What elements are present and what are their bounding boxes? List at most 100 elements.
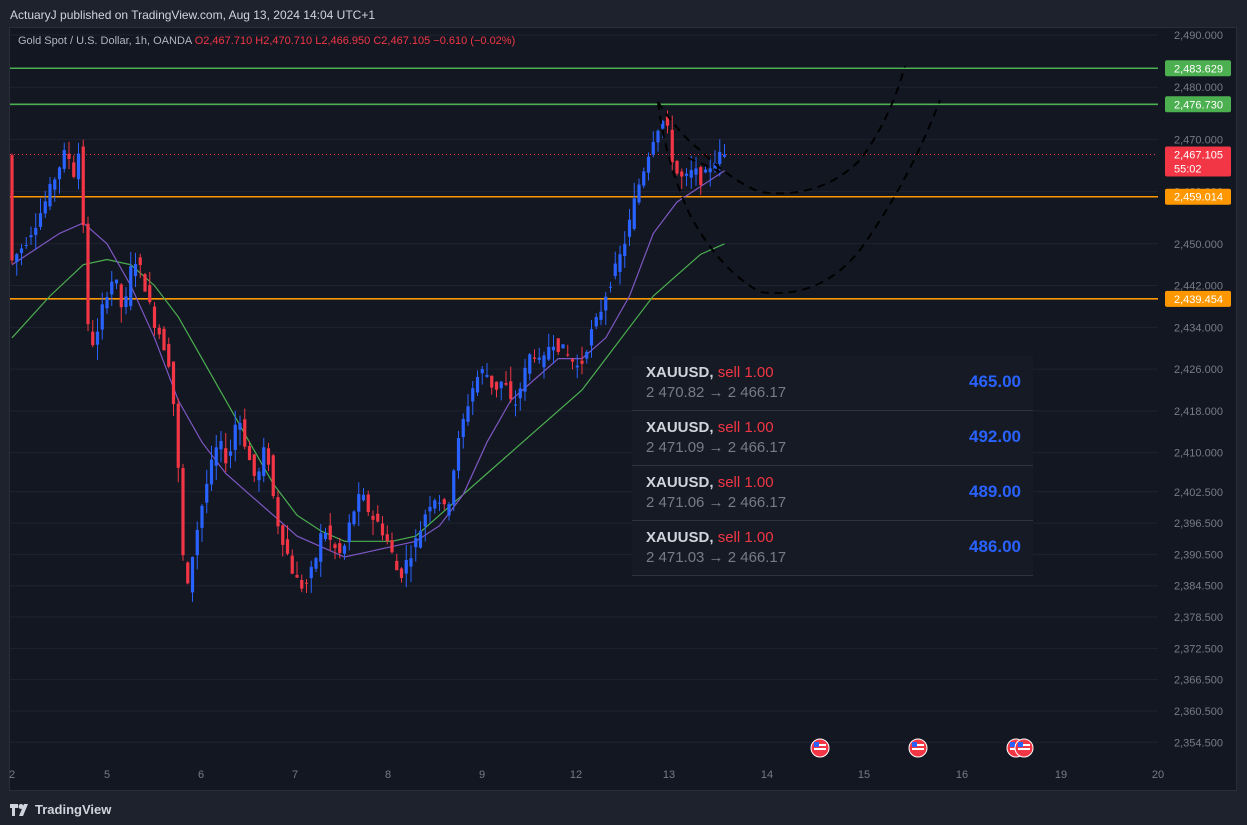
candle-body	[309, 566, 313, 579]
candle-body	[566, 354, 570, 356]
candle-body	[475, 376, 480, 393]
candle-body	[228, 451, 233, 456]
candle-body	[276, 497, 280, 527]
trade-symbol: XAUUSD, sell 1.00	[646, 474, 774, 491]
trade-side: sell 1.00	[717, 364, 774, 381]
candle-body	[138, 257, 142, 266]
candle-body	[461, 419, 465, 438]
candle-body	[72, 162, 76, 177]
trade-row[interactable]: XAUUSD, sell 1.00 2 471.06 → 2 466.17 48…	[632, 466, 1033, 521]
x-tick-label: 8	[385, 769, 391, 781]
candle-body	[632, 198, 636, 229]
trade-row[interactable]: XAUUSD, sell 1.00 2 471.03 → 2 466.17 48…	[632, 521, 1033, 576]
candle-body	[290, 555, 294, 574]
trades-panel: XAUUSD, sell 1.00 2 470.82 → 2 466.17 46…	[632, 356, 1033, 576]
candle-body	[509, 381, 513, 400]
level-price-tag-text: 2,483.629	[1174, 63, 1223, 75]
trade-pnl: 465.00	[969, 372, 1021, 391]
candle-body	[352, 511, 356, 525]
candle-body	[224, 448, 228, 464]
candle-body	[404, 559, 408, 574]
candle-body	[504, 383, 508, 385]
candle-body	[490, 375, 494, 388]
candle-body	[452, 470, 456, 505]
candle-body	[105, 296, 109, 309]
last-price-tag-text: 55:02	[1174, 164, 1202, 176]
flag-stripe	[912, 748, 924, 750]
y-tick-label: 2,372.500	[1174, 643, 1223, 655]
candle-body	[129, 266, 133, 307]
candle-body	[34, 227, 38, 235]
candle-body	[589, 329, 594, 346]
trade-symbol-name: XAUUSD	[646, 474, 710, 491]
candle-body	[627, 219, 632, 237]
candle-body	[24, 244, 28, 246]
y-tick-label: 2,384.500	[1174, 581, 1223, 593]
level-price-tag	[1165, 60, 1231, 77]
candle-body	[100, 304, 104, 330]
candle-body	[209, 459, 214, 485]
y-tick-label: 2,418.000	[1174, 406, 1223, 418]
candle-body	[266, 448, 271, 465]
candle-body	[494, 381, 499, 390]
trade-row[interactable]: XAUUSD, sell 1.00 2 471.09 → 2 466.17 49…	[632, 411, 1033, 466]
level-price-tag-text: 2,439.454	[1174, 294, 1223, 306]
candle-body	[466, 406, 470, 422]
flag-stripe	[814, 744, 826, 746]
candle-body	[442, 499, 446, 505]
price-axis: 2,490.0002,480.0002,470.0002,460.0002,45…	[1158, 28, 1235, 768]
last-price-tag	[1165, 146, 1231, 177]
trade-side: sell 1.00	[717, 474, 774, 491]
candle-body	[646, 156, 651, 173]
candle-body	[608, 286, 613, 288]
trade-prices: 2 471.06 → 2 466.17	[646, 494, 787, 511]
candle-body	[53, 179, 57, 190]
candle-body	[722, 154, 727, 157]
candle-body	[499, 381, 503, 389]
candle-body	[133, 263, 138, 277]
last-price-tag-text: 2,467.105	[1174, 150, 1223, 162]
candle-body	[599, 311, 603, 320]
y-tick-label: 2,390.500	[1174, 549, 1223, 561]
candle-body	[281, 525, 285, 545]
level-price-tag-text: 2,459.014	[1174, 192, 1223, 204]
candle-body	[618, 254, 622, 272]
candle-body	[547, 346, 551, 360]
candle-body	[252, 454, 256, 476]
x-tick-label: 12	[570, 769, 582, 781]
candle-body	[285, 539, 290, 554]
candle-body	[623, 243, 627, 257]
candle-body	[181, 468, 185, 556]
candle-body	[205, 483, 209, 503]
trade-pnl: 492.00	[969, 427, 1021, 446]
candle-body	[656, 130, 660, 143]
trade-symbol-name: XAUUSD	[646, 364, 710, 381]
candle-body	[176, 403, 180, 468]
candle-body	[485, 374, 489, 377]
slow-moving-average	[11, 243, 725, 542]
projection-curve	[657, 65, 906, 195]
x-tick-label: 7	[292, 769, 298, 781]
candle-body	[414, 538, 418, 548]
candle-body	[542, 355, 546, 368]
trade-row[interactable]: XAUUSD, sell 1.00 2 470.82 → 2 466.17 46…	[632, 356, 1033, 411]
tradingview-footer[interactable]: TradingView	[10, 802, 111, 817]
trade-symbol: XAUUSD, sell 1.00	[646, 419, 774, 436]
candle-body	[15, 254, 19, 262]
publisher-line: ActuaryJ published on TradingView.com, A…	[10, 8, 376, 22]
candle-body	[86, 223, 90, 325]
candle-body	[29, 235, 33, 238]
y-tick-label: 2,450.000	[1174, 239, 1223, 251]
candle-body	[295, 574, 299, 578]
candle-body	[689, 170, 693, 178]
candle-body	[300, 580, 304, 589]
candle-body	[376, 513, 380, 522]
candle-body	[357, 494, 361, 512]
candle-body	[604, 296, 608, 311]
level-price-tag-text: 2,476.730	[1174, 99, 1223, 111]
candle-body	[480, 369, 484, 374]
candle-body	[148, 285, 152, 303]
candle-body	[214, 447, 218, 466]
y-tick-label: 2,442.000	[1174, 281, 1223, 293]
